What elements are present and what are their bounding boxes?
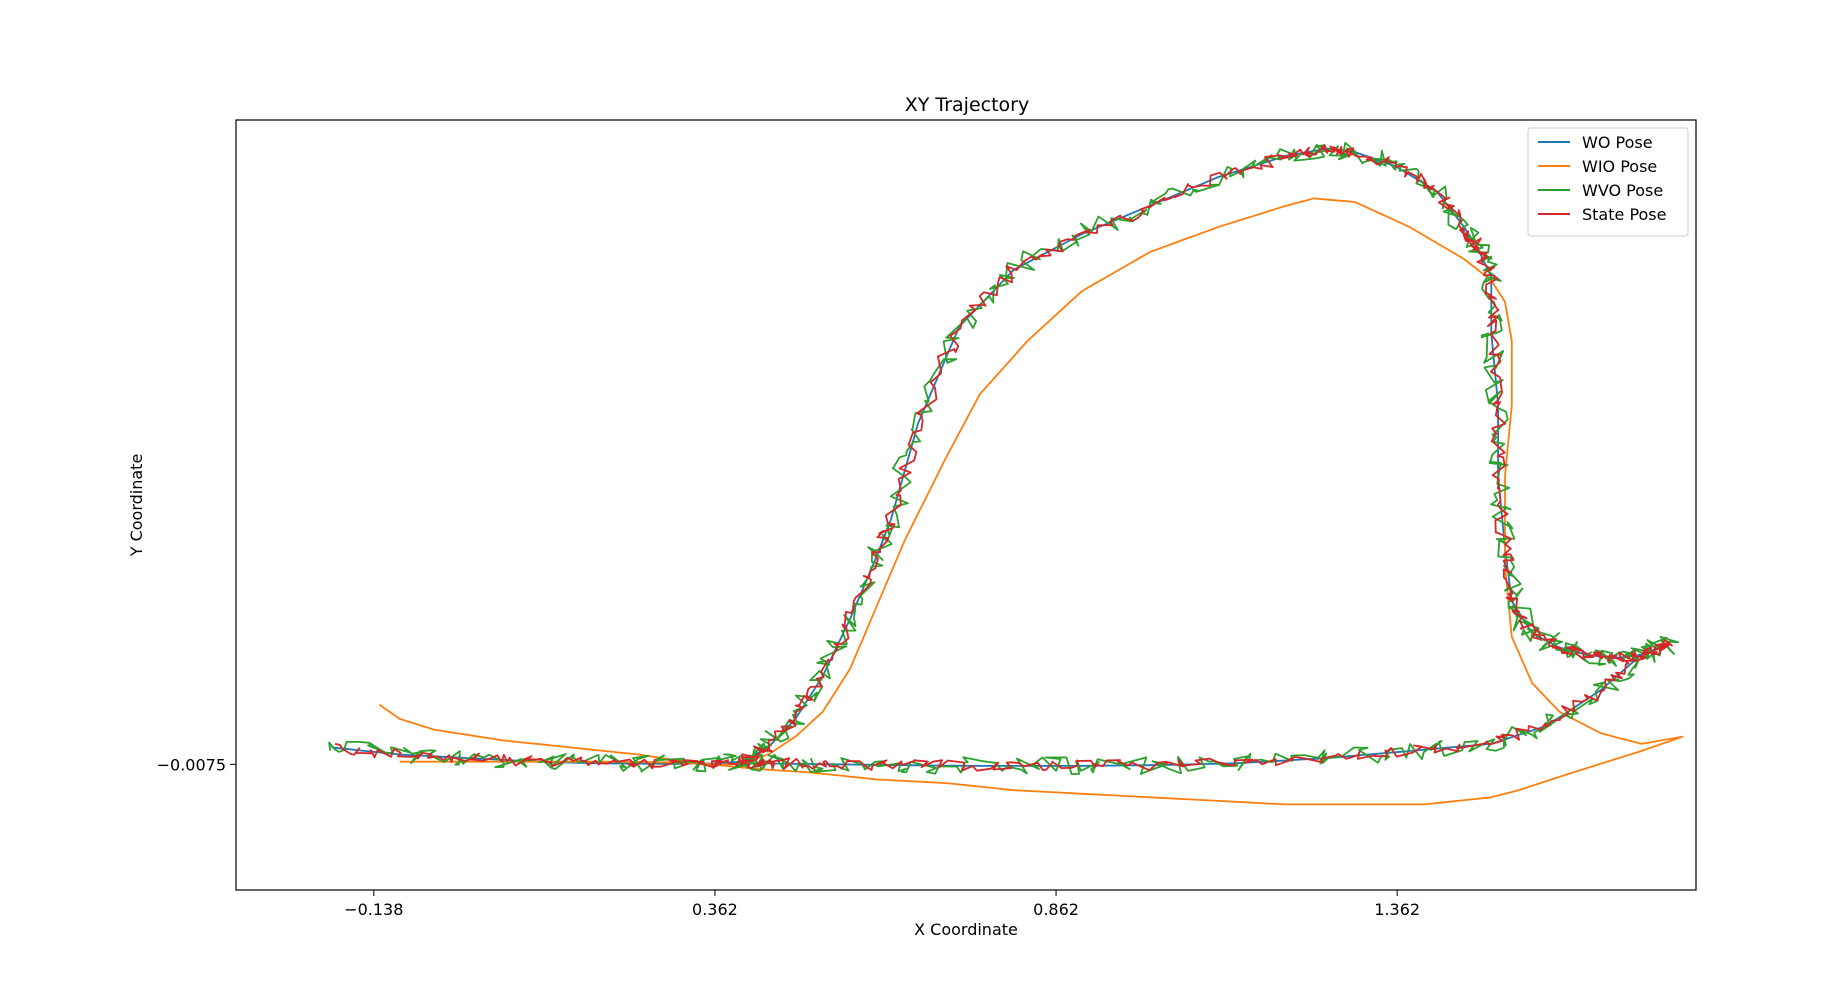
series-line-wvo-pose	[328, 141, 1679, 775]
series-layer	[328, 141, 1684, 806]
x-tick-label: 0.362	[692, 900, 738, 919]
y-tick-label: −0.0075	[157, 755, 226, 774]
legend-label: WVO Pose	[1582, 181, 1663, 200]
chart-title: XY Trajectory	[905, 94, 1029, 116]
x-axis-label: X Coordinate	[914, 920, 1018, 939]
x-tick-label: −0.138	[344, 900, 403, 919]
x-tick-label: 1.362	[1374, 900, 1420, 919]
plot-frame	[235, 119, 1697, 891]
y-ticks: −0.0075	[157, 755, 236, 774]
series-line-wio-pose	[378, 197, 1684, 806]
legend-label: State Pose	[1582, 205, 1666, 224]
legend-label: WIO Pose	[1582, 157, 1657, 176]
legend: WO Pose WIO Pose WVO Pose State Pose	[1527, 127, 1689, 237]
series-line-state-pose	[334, 144, 1673, 772]
x-tick-label: 0.862	[1033, 900, 1079, 919]
legend-box	[1527, 127, 1689, 237]
x-ticks: −0.138 0.362 0.862 1.362	[344, 890, 1420, 919]
y-axis-label: Y Coordinate	[127, 454, 146, 558]
legend-label: WO Pose	[1582, 133, 1653, 152]
